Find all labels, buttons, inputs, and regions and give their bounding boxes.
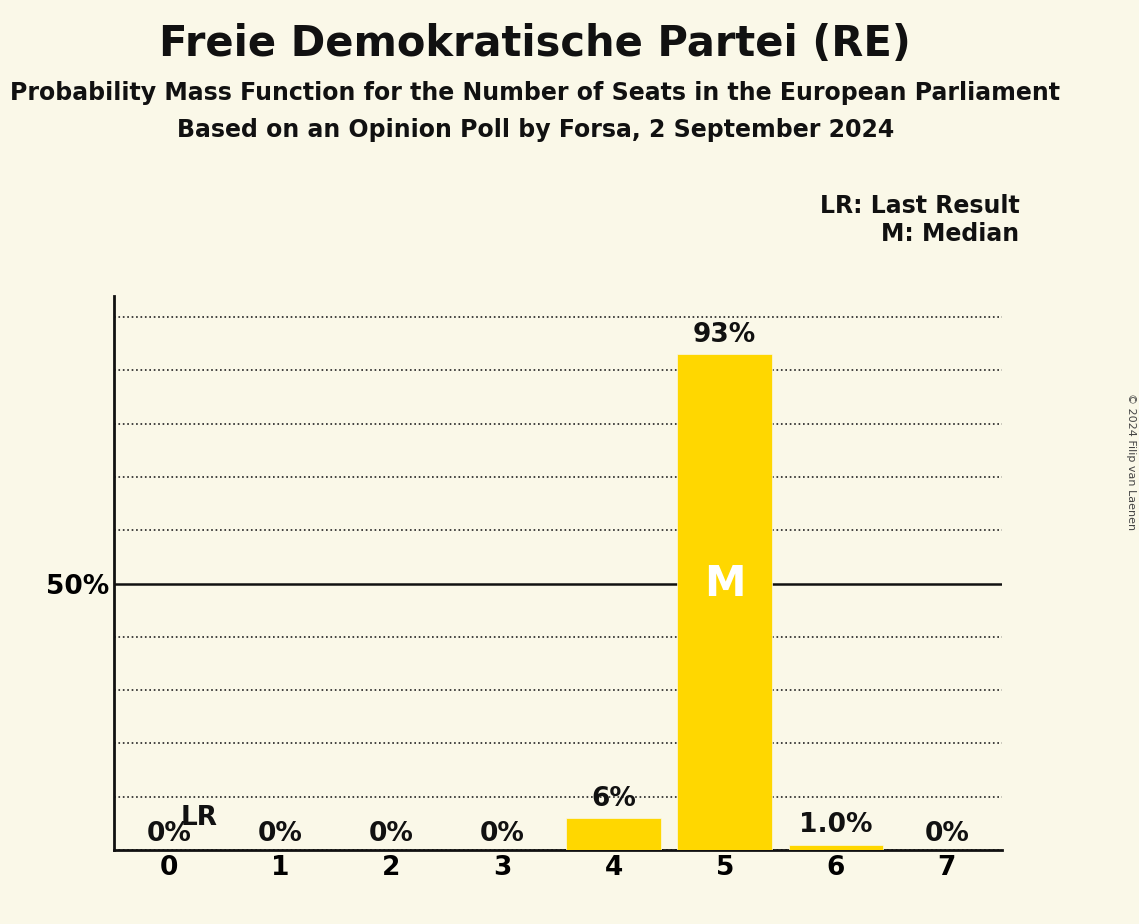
- Text: Based on an Opinion Poll by Forsa, 2 September 2024: Based on an Opinion Poll by Forsa, 2 Sep…: [177, 118, 894, 142]
- Text: 6%: 6%: [591, 785, 636, 811]
- Text: © 2024 Filip van Laenen: © 2024 Filip van Laenen: [1126, 394, 1136, 530]
- Text: LR: LR: [181, 806, 218, 832]
- Text: LR: Last Result: LR: Last Result: [820, 194, 1019, 218]
- Text: M: M: [704, 563, 745, 604]
- Text: 0%: 0%: [481, 821, 525, 847]
- Text: Probability Mass Function for the Number of Seats in the European Parliament: Probability Mass Function for the Number…: [10, 81, 1060, 105]
- Text: 1.0%: 1.0%: [798, 812, 872, 838]
- Text: 0%: 0%: [925, 821, 969, 847]
- Bar: [788, 845, 883, 850]
- Text: Freie Demokratische Partei (RE): Freie Demokratische Partei (RE): [159, 23, 911, 65]
- Text: 0%: 0%: [369, 821, 413, 847]
- Text: 93%: 93%: [693, 322, 756, 348]
- Text: M: Median: M: Median: [882, 222, 1019, 246]
- Text: 0%: 0%: [147, 821, 191, 847]
- Text: 0%: 0%: [259, 821, 303, 847]
- Bar: [566, 818, 661, 850]
- Bar: [678, 354, 772, 850]
